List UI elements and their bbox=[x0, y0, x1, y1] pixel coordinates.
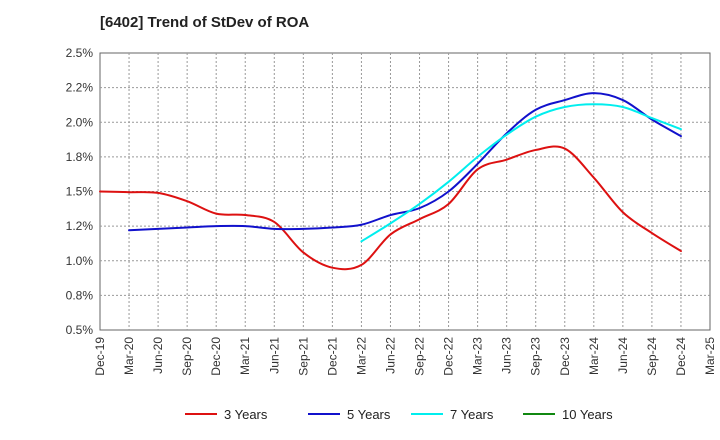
x-tick-label: Jun-22 bbox=[383, 337, 397, 374]
y-tick-label: 2.5% bbox=[66, 46, 94, 60]
x-tick-label: Sep-23 bbox=[529, 337, 543, 376]
legend-label-5-years: 5 Years bbox=[347, 407, 391, 422]
x-tick-label: Sep-21 bbox=[296, 337, 310, 376]
x-tick-label: Sep-24 bbox=[645, 337, 659, 376]
x-tick-label: Jun-20 bbox=[151, 337, 165, 374]
x-tick-label: Jun-23 bbox=[500, 337, 514, 374]
x-tick-label: Mar-25 bbox=[703, 337, 717, 375]
x-tick-label: Dec-23 bbox=[558, 337, 572, 376]
x-tick-label: Mar-21 bbox=[238, 337, 252, 375]
legend-label-10-years: 10 Years bbox=[562, 407, 613, 422]
legend-label-3-years: 3 Years bbox=[224, 407, 268, 422]
x-tick-label: Sep-22 bbox=[413, 337, 427, 376]
series-line-5-years bbox=[128, 92, 682, 232]
x-tick-label: Mar-22 bbox=[354, 337, 368, 375]
y-tick-label: 2.2% bbox=[66, 81, 94, 95]
y-tick-label: 1.2% bbox=[66, 219, 94, 233]
x-tick-label: Dec-19 bbox=[93, 337, 107, 376]
y-tick-label: 1.8% bbox=[66, 150, 94, 164]
x-tick-label: Sep-20 bbox=[180, 337, 194, 376]
x-tick-label: Mar-23 bbox=[471, 337, 485, 375]
y-tick-label: 1.0% bbox=[66, 254, 94, 268]
x-tick-label: Dec-22 bbox=[442, 337, 456, 376]
series-lines bbox=[99, 92, 682, 271]
x-tick-label: Dec-21 bbox=[325, 337, 339, 376]
series-line-7-years bbox=[360, 103, 682, 243]
x-tick-label: Dec-20 bbox=[209, 337, 223, 376]
x-tick-label: Mar-20 bbox=[122, 337, 136, 375]
y-tick-label: 0.8% bbox=[66, 288, 94, 302]
series-line-3-years bbox=[99, 145, 682, 271]
y-axis-ticks: 0.5% 0.8% 1.0% 1.2% 1.5% 1.8% 2.0% 2.2% 2.5% bbox=[66, 46, 94, 337]
x-tick-label: Jun-24 bbox=[616, 337, 630, 374]
x-tick-label: Mar-24 bbox=[587, 337, 601, 375]
x-tick-label: Dec-24 bbox=[674, 337, 688, 376]
y-tick-label: 1.5% bbox=[66, 185, 94, 199]
y-tick-label: 0.5% bbox=[66, 323, 94, 337]
x-axis-ticks: Dec-19 Mar-20 Jun-20 Sep-20 Dec-20 Mar-21 Jun-… bbox=[93, 337, 717, 376]
legend-label-7-years: 7 Years bbox=[450, 407, 494, 422]
y-tick-label: 2.0% bbox=[66, 115, 94, 129]
legend: 3 Years 5 Years 7 Years 10 Years bbox=[185, 407, 613, 422]
x-tick-label: Jun-21 bbox=[267, 337, 281, 374]
chart-title: [6402] Trend of StDev of ROA bbox=[100, 14, 310, 31]
